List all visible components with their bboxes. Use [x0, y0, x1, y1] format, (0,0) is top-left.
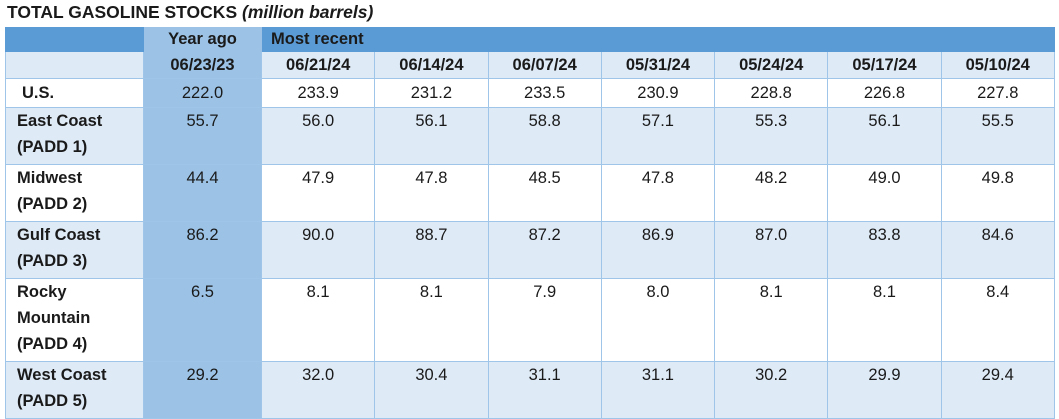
header-date-cell: 05/24/24 — [714, 51, 829, 79]
table-row: West Coast (PADD 5) 29.2 32.0 30.4 31.1 31.1 30… — [5, 361, 1055, 419]
row-label-line: Gulf Coast — [17, 226, 101, 244]
row-label-line: (PADD 1) — [17, 138, 88, 156]
year-ago-value-cell: 86.2 — [143, 221, 262, 279]
table-body: U.S. 222.0 233.9 231.2 233.5 230.9 228.8 226.8 2… — [5, 78, 1055, 419]
value-cell: 31.1 — [600, 361, 716, 419]
header-date-cell: 06/14/24 — [374, 51, 489, 79]
row-label-line: Mountain — [17, 309, 91, 327]
row-label-line: Rocky — [17, 283, 67, 301]
gasoline-stocks-panel: TOTAL GASOLINE STOCKS (million barrels) … — [5, 2, 1055, 419]
table-row: U.S. 222.0 233.9 231.2 233.5 230.9 228.8 226.8 2… — [5, 78, 1055, 108]
value-cell: 57.1 — [600, 107, 716, 165]
row-label-line: Midwest — [17, 169, 83, 187]
row-label: Midwest (PADD 2) — [5, 164, 144, 222]
value-cell: 87.2 — [487, 221, 602, 279]
value-cell: 49.8 — [940, 164, 1055, 222]
value-cell: 8.1 — [374, 278, 489, 362]
value-cell: 7.9 — [487, 278, 602, 362]
value-cell: 55.5 — [940, 107, 1055, 165]
header-date-cell: 05/31/24 — [600, 51, 716, 79]
value-cell: 226.8 — [827, 78, 942, 108]
table-row: East Coast (PADD 1) 55.7 56.0 56.1 58.8 57.1 55… — [5, 107, 1055, 165]
header-date-cell: 06/21/24 — [260, 51, 376, 79]
row-label-line: (PADD 3) — [17, 252, 88, 270]
row-label: East Coast (PADD 1) — [5, 107, 144, 165]
value-cell: 49.0 — [827, 164, 942, 222]
header-most-recent: Most recent — [261, 27, 1055, 52]
year-ago-value-cell: 29.2 — [143, 361, 262, 419]
year-ago-value-cell: 6.5 — [143, 278, 262, 362]
value-cell: 58.8 — [487, 107, 602, 165]
header-date-cell: 06/07/24 — [487, 51, 602, 79]
header-date-cell: 05/17/24 — [827, 51, 942, 79]
value-cell: 83.8 — [827, 221, 942, 279]
header-date-cell: 06/23/23 — [143, 51, 262, 79]
value-cell: 8.1 — [714, 278, 829, 362]
table-row: Gulf Coast (PADD 3) 86.2 90.0 88.7 87.2 86.9 87… — [5, 221, 1055, 279]
value-cell: 86.9 — [600, 221, 716, 279]
header-corner — [5, 27, 144, 52]
value-cell: 88.7 — [374, 221, 489, 279]
stocks-table: Year ago Most recent 06/23/23 06/21/24 06/… — [5, 27, 1055, 419]
value-cell: 90.0 — [260, 221, 376, 279]
row-label: Gulf Coast (PADD 3) — [5, 221, 144, 279]
year-ago-value-cell: 44.4 — [143, 164, 262, 222]
row-label-line: U.S. — [22, 84, 55, 102]
value-cell: 32.0 — [260, 361, 376, 419]
value-cell: 56.0 — [260, 107, 376, 165]
value-cell: 30.4 — [374, 361, 489, 419]
value-cell: 47.8 — [374, 164, 489, 222]
row-label-line: West Coast — [17, 366, 107, 384]
value-cell: 48.2 — [714, 164, 829, 222]
value-cell: 56.1 — [374, 107, 489, 165]
table-row: Rocky Mountain (PADD 4) 6.5 8.1 8.1 7.9 8.0 8.1 8… — [5, 278, 1055, 362]
header-year-ago: Year ago — [143, 27, 262, 52]
value-cell: 31.1 — [487, 361, 602, 419]
header-row-dates: 06/23/23 06/21/24 06/14/24 06/07/24 05/31/24… — [5, 51, 1055, 79]
row-label-line: (PADD 5) — [17, 392, 88, 410]
value-cell: 8.4 — [940, 278, 1055, 362]
value-cell: 47.9 — [260, 164, 376, 222]
value-cell: 231.2 — [374, 78, 489, 108]
value-cell: 55.3 — [714, 107, 829, 165]
row-label: West Coast (PADD 5) — [5, 361, 144, 419]
value-cell: 29.4 — [940, 361, 1055, 419]
value-cell: 47.8 — [600, 164, 716, 222]
header-date-corner — [5, 51, 144, 79]
value-cell: 30.2 — [714, 361, 829, 419]
title-unit: (million barrels) — [242, 2, 374, 22]
value-cell: 8.0 — [600, 278, 716, 362]
header-row-groups: Year ago Most recent — [5, 27, 1055, 52]
value-cell: 233.9 — [260, 78, 376, 108]
value-cell: 87.0 — [714, 221, 829, 279]
value-cell: 233.5 — [487, 78, 602, 108]
header-date-cell: 05/10/24 — [940, 51, 1055, 79]
row-label-line: East Coast — [17, 112, 103, 130]
row-label-line: (PADD 2) — [17, 195, 88, 213]
value-cell: 8.1 — [260, 278, 376, 362]
value-cell: 29.9 — [827, 361, 942, 419]
row-label: U.S. — [5, 78, 144, 108]
table-title: TOTAL GASOLINE STOCKS (million barrels) — [7, 2, 373, 23]
table-row: Midwest (PADD 2) 44.4 47.9 47.8 48.5 47.8 48.2 4… — [5, 164, 1055, 222]
value-cell: 8.1 — [827, 278, 942, 362]
value-cell: 48.5 — [487, 164, 602, 222]
value-cell: 84.6 — [940, 221, 1055, 279]
title-main: TOTAL GASOLINE STOCKS — [7, 2, 238, 22]
row-label: Rocky Mountain (PADD 4) — [5, 278, 144, 362]
year-ago-value-cell: 55.7 — [143, 107, 262, 165]
value-cell: 227.8 — [940, 78, 1055, 108]
value-cell: 230.9 — [600, 78, 716, 108]
row-label-line: (PADD 4) — [17, 335, 88, 353]
year-ago-value-cell: 222.0 — [143, 78, 262, 108]
value-cell: 56.1 — [827, 107, 942, 165]
value-cell: 228.8 — [714, 78, 829, 108]
